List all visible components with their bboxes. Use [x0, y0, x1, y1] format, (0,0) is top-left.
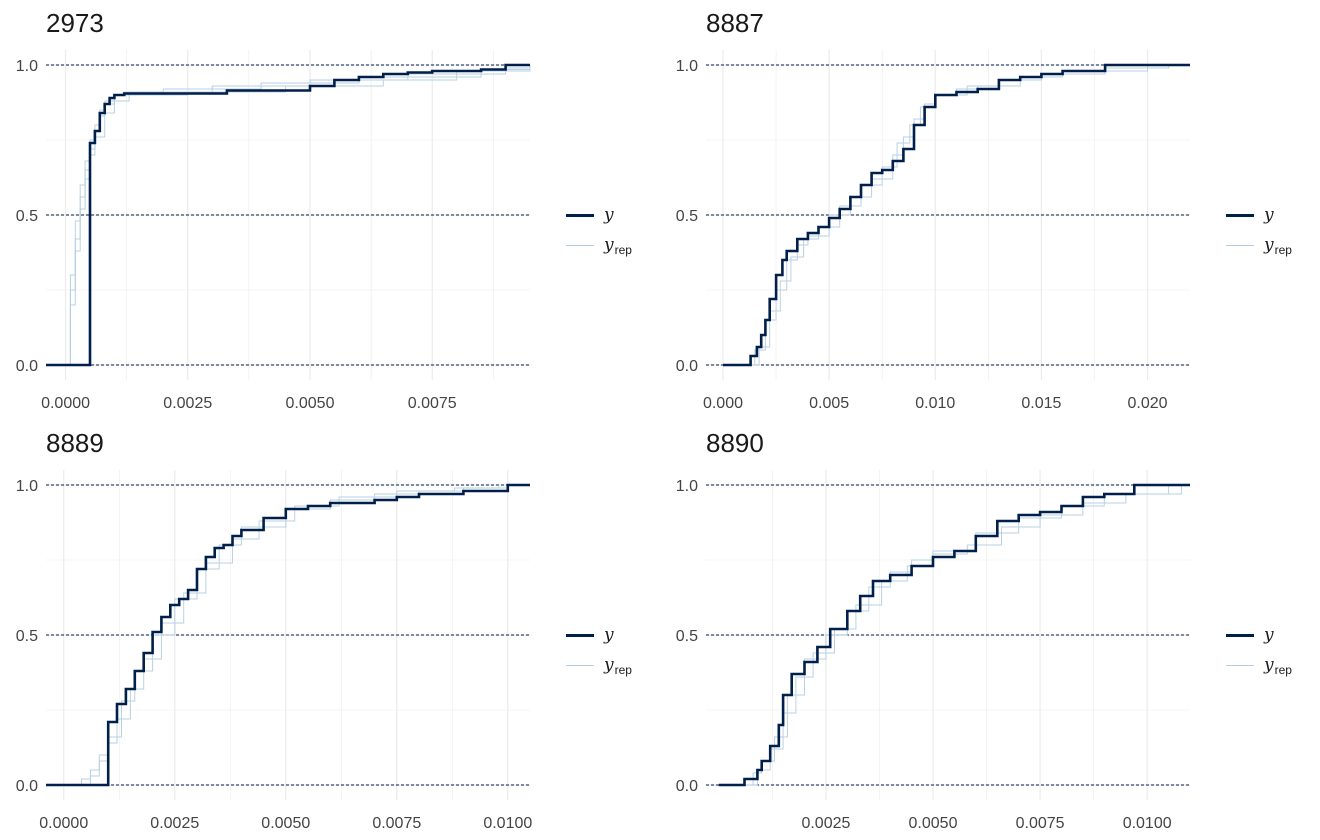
legend: y yrep — [1226, 624, 1316, 684]
panel-8890: 8890 0.0025 0.0050 0.0075 0.0100 0.0 0.5 1.0 y… — [660, 420, 1320, 840]
legend-yrep-main: y — [604, 655, 614, 675]
legend: y yrep — [1226, 204, 1316, 264]
x-tick-label: 0.0000 — [41, 395, 90, 412]
x-tick-label: 0.0025 — [801, 815, 850, 832]
x-tick-label: 0.000 — [703, 395, 743, 412]
legend-item-yrep: yrep — [1226, 654, 1292, 677]
legend-yrep-main: y — [1264, 655, 1274, 675]
ecdf-chart: 0.0025 0.0050 0.0075 0.0100 0.0 0.5 1.0 — [676, 470, 1190, 832]
panel-2973: 2973 0.0000 0.0025 0.0050 0.0075 0.0 0.5 1.0 y… — [0, 0, 660, 420]
y-tick-label: 0.5 — [16, 628, 38, 645]
legend-label-y: y — [1264, 205, 1274, 225]
x-tick-label: 0.0075 — [372, 815, 421, 832]
x-tick-label: 0.0025 — [150, 815, 199, 832]
series-y-line — [46, 483, 530, 787]
legend-yrep-main: y — [1264, 235, 1274, 255]
legend-item-y: y — [566, 204, 614, 226]
legend-yrep-sub: rep — [614, 243, 632, 257]
legend-swatch-yrep — [1226, 244, 1254, 246]
series-yrep-line — [72, 485, 509, 786]
x-tick-label: 0.0075 — [1016, 815, 1065, 832]
panel-8887: 8887 0.000 0.005 0.010 0.015 0.020 0.0 0.5 1.0 … — [660, 0, 1320, 420]
legend-label-yrep: yrep — [604, 655, 632, 677]
legend-swatch-yrep — [1226, 664, 1254, 666]
y-tick-label: 1.0 — [676, 58, 698, 75]
legend-item-y: y — [566, 624, 614, 646]
y-tick-label: 0.5 — [676, 208, 698, 225]
x-tick-label: 0.0100 — [1123, 815, 1172, 832]
x-tick-label: 0.0050 — [909, 815, 958, 832]
legend-swatch-yrep — [566, 244, 594, 246]
x-tick-label: 0.010 — [915, 395, 955, 412]
x-tick-label: 0.005 — [809, 395, 849, 412]
ecdf-chart: 0.0000 0.0025 0.0050 0.0075 0.0 0.5 1.0 — [16, 50, 531, 412]
series-y-line — [718, 483, 1190, 787]
x-tick-label: 0.015 — [1021, 395, 1061, 412]
ecdf-chart: 0.000 0.005 0.010 0.015 0.020 0.0 0.5 1.0 — [676, 50, 1190, 412]
x-tick-label: 0.0075 — [408, 395, 457, 412]
legend: y yrep — [566, 204, 656, 264]
x-tick-label: 0.0000 — [39, 815, 88, 832]
legend-item-yrep: yrep — [566, 654, 632, 677]
legend-swatch-y — [1226, 213, 1254, 217]
y-tick-label: 0.0 — [676, 358, 698, 375]
y-tick-label: 1.0 — [16, 478, 38, 495]
y-tick-label: 1.0 — [16, 58, 38, 75]
y-tick-label: 0.5 — [676, 628, 698, 645]
legend-yrep-sub: rep — [1274, 663, 1292, 677]
legend-label-yrep: yrep — [1264, 655, 1292, 677]
legend-label-y: y — [604, 205, 614, 225]
y-tick-label: 0.0 — [676, 778, 698, 795]
x-tick-label: 0.0050 — [286, 395, 335, 412]
panel-8889: 8889 0.0000 0.0025 0.0050 0.0075 0.0100 0.0 0.… — [0, 420, 660, 840]
x-tick-label: 0.020 — [1128, 395, 1168, 412]
legend-swatch-y — [566, 633, 594, 637]
legend-item-yrep: yrep — [566, 234, 632, 257]
legend-label-y: y — [604, 625, 614, 645]
legend-swatch-y — [1226, 633, 1254, 637]
x-tick-label: 0.0100 — [483, 815, 532, 832]
legend-item-y: y — [1226, 624, 1274, 646]
legend-item-yrep: yrep — [1226, 234, 1292, 257]
panel-title: 8889 — [46, 428, 104, 458]
panel-title: 8887 — [706, 8, 764, 38]
x-tick-label: 0.0025 — [163, 395, 212, 412]
legend-label-y: y — [1264, 625, 1274, 645]
panel-title: 2973 — [46, 8, 104, 38]
series-y-line — [46, 63, 530, 367]
legend-yrep-main: y — [604, 235, 614, 255]
legend-swatch-yrep — [566, 664, 594, 666]
panel-title: 8890 — [706, 428, 764, 458]
legend-swatch-y — [566, 213, 594, 217]
legend-yrep-sub: rep — [1274, 243, 1292, 257]
legend-item-y: y — [1226, 204, 1274, 226]
series-yrep-line — [740, 485, 1170, 786]
legend-label-yrep: yrep — [604, 235, 632, 257]
legend-label-yrep: yrep — [1264, 235, 1292, 257]
x-tick-label: 0.0050 — [261, 815, 310, 832]
y-tick-label: 0.5 — [16, 208, 38, 225]
legend-yrep-sub: rep — [614, 663, 632, 677]
ecdf-chart: 0.0000 0.0025 0.0050 0.0075 0.0100 0.0 0.5 1.0 — [16, 470, 532, 832]
y-tick-label: 0.0 — [16, 358, 38, 375]
series-y-line — [723, 63, 1190, 367]
legend: y yrep — [566, 624, 656, 684]
y-tick-label: 1.0 — [676, 478, 698, 495]
y-tick-label: 0.0 — [16, 778, 38, 795]
